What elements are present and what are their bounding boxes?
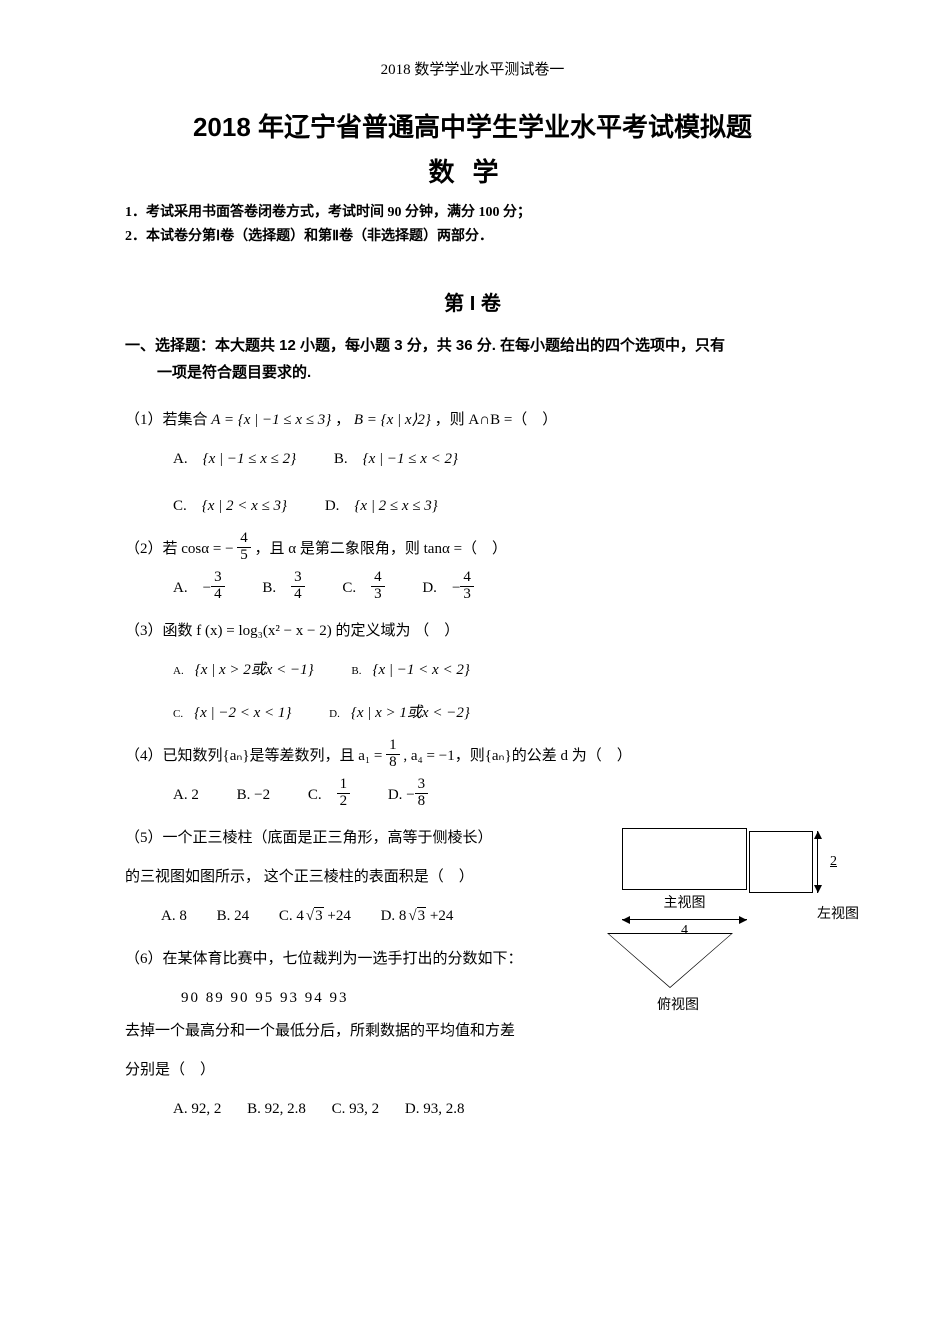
q5-line-2: 的三视图如图所示， 这个正三棱柱的表面积是（ ） (125, 861, 530, 894)
instructions: 1．考试采用书面答卷闭卷方式，考试时间 90 分钟，满分 100 分； 2．本试… (125, 201, 820, 249)
section-1-line-1: 一、选择题：本大题共 12 小题，每小题 3 分，共 36 分. 在每小题给出的… (125, 332, 820, 359)
q6-option-a: A. 92, 2 (173, 1093, 221, 1126)
q6-line-3: 分别是（ ） (125, 1054, 820, 1087)
q5-line-1: （5）一个正三棱柱（底面是正三角形，高等于侧棱长） (125, 822, 530, 855)
q1-prefix: （1）若集合 (125, 412, 211, 428)
top-view-label: 俯视图 (657, 994, 860, 1014)
q4-stem: （4）已知数列{aₙ}是等差数列，且 a₁ = 18 , a₄ = −1，则{a… (125, 740, 820, 773)
q4-option-b: B. −2 (237, 779, 270, 812)
part-1-title: 第 I 卷 (125, 287, 820, 316)
q4-a1-fraction: 18 (386, 738, 400, 771)
q4-mid: , a₄ = −1，则{aₙ}的公差 d 为（ ） (403, 748, 631, 764)
q4-option-a: A. 2 (173, 779, 199, 812)
q4-prefix: （4）已知数列{aₙ}是等差数列，且 a₁ = (125, 748, 386, 764)
q2-prefix: （2）若 cosα = − (125, 541, 234, 557)
instruction-line-2: 2．本试卷分第Ⅰ卷（选择题）和第Ⅱ卷（非选择题）两部分． (125, 225, 820, 249)
q3-option-d: D. {x | x > 1或x < −2} (329, 697, 470, 730)
question-4: （4）已知数列{aₙ}是等差数列，且 a₁ = 18 , a₄ = −1，则{a… (125, 740, 820, 812)
q6-option-b: B. 92, 2.8 (247, 1093, 306, 1126)
q5-option-b: B. 24 (217, 900, 250, 933)
q2-option-a: A. −34 (173, 572, 225, 605)
section-1-heading: 一、选择题：本大题共 12 小题，每小题 3 分，共 36 分. 在每小题给出的… (125, 332, 820, 386)
page-header: 2018 数学学业水平测试卷一 (125, 58, 820, 79)
q2-option-c: C. 43 (342, 572, 384, 605)
q2-fraction: 45 (237, 531, 251, 564)
q5-option-d: D. 83 +24 (381, 900, 454, 933)
q2-stem: （2）若 cosα = − 45 ，且 α 是第二象限角，则 tanα =（ ） (125, 533, 820, 566)
exam-title: 2018 年辽宁省普通高中学生学业水平考试模拟题 (125, 107, 820, 144)
side-view: 2 左视图 (749, 831, 813, 893)
three-view-figure: 主视图 4 2 左视图 俯视图 (575, 828, 860, 1014)
q1-option-a: A. {x | −1 ≤ x ≤ 2} (173, 443, 296, 476)
question-2: （2）若 cosα = − 45 ，且 α 是第二象限角，则 tanα =（ ）… (125, 533, 820, 605)
q4-option-d: D. −38 (388, 779, 428, 812)
height-dim-value: 2 (830, 854, 837, 870)
q1-set-b: B = {x | x⟩2} (354, 412, 431, 428)
q4-option-c: C. 12 (308, 779, 350, 812)
q2-suffix: ，且 α 是第二象限角，则 tanα =（ ） (255, 541, 508, 557)
q1-option-b: B. {x | −1 ≤ x < 2} (334, 443, 458, 476)
instruction-line-1: 1．考试采用书面答卷闭卷方式，考试时间 90 分钟，满分 100 分； (125, 201, 820, 225)
q6-option-d: D. 93, 2.8 (405, 1093, 465, 1126)
question-5: （5）一个正三棱柱（底面是正三角形，高等于侧棱长） 的三视图如图所示， 这个正三… (125, 822, 530, 933)
section-1-line-2: 一项是符合题目要求的. (125, 359, 820, 386)
q3-option-a: A. {x | x > 2或x < −1} (173, 654, 314, 687)
q1-mid: ， (335, 412, 350, 428)
q2-option-d: D. −43 (422, 572, 474, 605)
front-view: 主视图 4 (622, 828, 747, 929)
q1-stem: （1）若集合 A = {x | −1 ≤ x ≤ 3} ， B = {x | x… (125, 404, 820, 437)
width-dimension: 4 (622, 913, 747, 929)
q3-option-c: C. {x | −2 < x < 1} (173, 697, 291, 730)
q3-stem: （3）函数 f (x) = log₃(x² − x − 2) 的定义域为 （ ） (125, 615, 820, 648)
q1-option-c: C. {x | 2 < x ≤ 3} (173, 490, 287, 523)
q1-suffix: ，则 A∩B =（ ） (435, 412, 558, 428)
subject-title: 数学 (125, 152, 820, 189)
q3-option-b: B. {x | −1 < x < 2} (351, 654, 469, 687)
front-view-label: 主视图 (622, 892, 747, 912)
height-dimension (811, 831, 825, 893)
question-3: （3）函数 f (x) = log₃(x² − x − 2) 的定义域为 （ ）… (125, 615, 820, 730)
q2-option-b: B. 34 (262, 572, 304, 605)
q6-option-c: C. 93, 2 (332, 1093, 380, 1126)
side-view-label: 左视图 (817, 903, 859, 923)
q5-option-a: A. 8 (161, 900, 187, 933)
q6-line-2: 去掉一个最高分和一个最低分后，所剩数据的平均值和方差 (125, 1015, 820, 1048)
q5-option-c: C. 43 +24 (279, 900, 351, 933)
q1-set-a: A = {x | −1 ≤ x ≤ 3} (211, 412, 331, 428)
question-1: （1）若集合 A = {x | −1 ≤ x ≤ 3} ， B = {x | x… (125, 404, 820, 523)
top-view: 俯视图 (607, 933, 860, 1014)
q1-option-d: D. {x | 2 ≤ x ≤ 3} (325, 490, 438, 523)
